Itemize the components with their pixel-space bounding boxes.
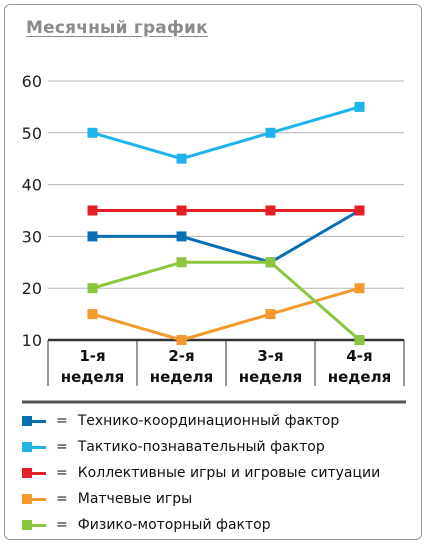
legend-swatch	[22, 494, 46, 504]
y-tick-label: 40	[22, 176, 42, 195]
legend-equals: =	[56, 413, 68, 429]
legend-equals: =	[56, 491, 68, 507]
chart-legend: = Технико-координационный фактор = Тактико-…	[20, 408, 412, 538]
y-tick-label: 50	[22, 124, 42, 143]
data-point	[265, 309, 276, 320]
data-point	[176, 153, 187, 164]
legend-item: = Физико-моторный фактор	[20, 512, 412, 538]
y-tick-label: 10	[22, 331, 42, 350]
series-line	[92, 260, 361, 342]
data-point	[265, 127, 276, 138]
legend-label: Коллективные игры и игровые ситуации	[77, 465, 381, 481]
data-point	[176, 257, 187, 268]
data-point	[354, 283, 365, 294]
x-tick-label: 1-я	[79, 347, 105, 365]
legend-label: Технико-координационный фактор	[77, 413, 340, 429]
legend-swatch	[22, 442, 46, 452]
data-point	[87, 283, 98, 294]
legend-label: Матчевые игры	[77, 491, 193, 507]
x-tick-label: 3-я	[257, 347, 283, 365]
legend-label: Тактико-познавательный фактор	[77, 439, 325, 455]
legend-item: = Коллективные игры и игровые ситуации	[20, 460, 412, 486]
chart-title: Месячный график	[26, 18, 208, 38]
data-point	[87, 127, 98, 138]
series-line	[92, 286, 360, 342]
data-point	[176, 205, 187, 216]
data-point	[87, 231, 98, 242]
data-point	[265, 205, 276, 216]
y-tick-label: 30	[22, 227, 42, 246]
x-tick-label: неделя	[150, 368, 213, 386]
legend-item: = Технико-координационный фактор	[20, 408, 412, 434]
legend-swatch	[22, 520, 46, 530]
legend-item: = Матчевые игры	[20, 486, 412, 512]
legend-equals: =	[56, 439, 68, 455]
data-point	[176, 335, 187, 345]
legend-swatch	[22, 468, 46, 478]
x-tick-label: 2-я	[168, 347, 194, 365]
legend-label: Физико-моторный фактор	[77, 517, 271, 533]
data-point	[87, 205, 98, 216]
legend-equals: =	[56, 465, 68, 481]
legend-item: = Тактико-познавательный фактор	[20, 434, 412, 460]
legend-swatch	[22, 416, 46, 426]
data-point	[354, 205, 365, 216]
y-tick-label: 20	[22, 279, 42, 298]
y-tick-label: 60	[22, 72, 42, 91]
series-line	[92, 209, 361, 264]
x-tick-label: неделя	[239, 368, 302, 386]
data-point	[87, 309, 98, 320]
x-tick-label: неделя	[328, 368, 391, 386]
chart-frame	[4, 4, 422, 540]
data-point	[265, 257, 276, 268]
data-point	[354, 101, 365, 112]
series-line	[92, 105, 360, 161]
data-point	[176, 231, 187, 242]
data-point	[354, 335, 365, 345]
x-tick-label: неделя	[61, 368, 124, 386]
legend-equals: =	[56, 517, 68, 533]
x-tick-label: 4-я	[346, 347, 372, 365]
